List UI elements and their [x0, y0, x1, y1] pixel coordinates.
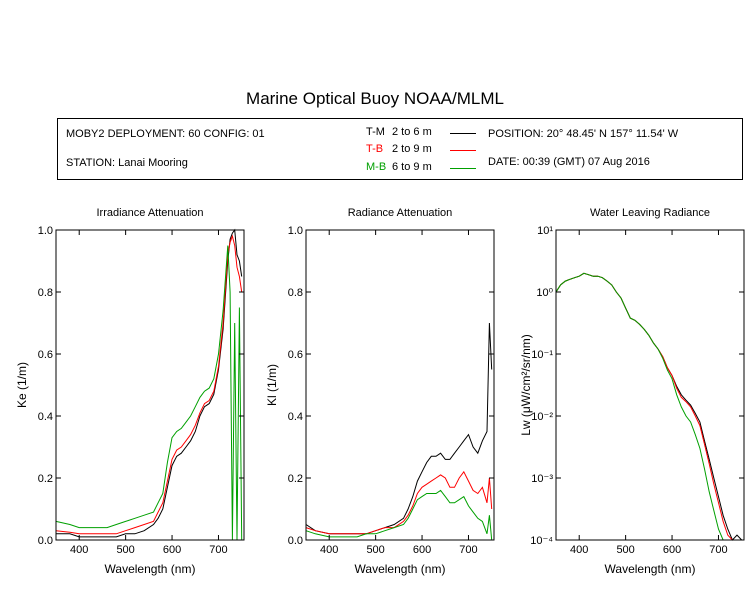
y-tick-label: 0.6	[38, 349, 53, 361]
x-tick-label: 500	[366, 544, 384, 556]
y-tick-label: 10¹	[537, 225, 553, 237]
series-line-m-b	[305, 489, 493, 541]
chart-title: Radiance Attenuation	[348, 207, 453, 219]
deployment-label: MOBY2 DEPLOYMENT: 60 CONFIG: 01	[66, 128, 265, 140]
y-tick-label: 0.4	[38, 411, 53, 423]
x-tick-label: 400	[70, 544, 88, 556]
legend-code-tb: T-B	[366, 143, 384, 155]
legend-range-tb: 2 to 9 m	[392, 143, 432, 155]
plot-frame	[55, 229, 245, 541]
legend-line-tb	[450, 150, 476, 151]
x-tick-label: 600	[663, 544, 681, 556]
x-tick-label: 700	[709, 544, 727, 556]
y-tick-label: 10⁻²	[531, 411, 553, 423]
series-line-t-b	[305, 470, 493, 535]
y-tick-label: 0.0	[288, 535, 303, 547]
x-tick-label: 400	[320, 544, 338, 556]
y-tick-label: 10⁰	[536, 287, 553, 299]
y-tick-label: 0.6	[288, 349, 303, 361]
y-axis-label: Lw (μW/cm²/sr/nm)	[519, 334, 533, 436]
legend-range-mb: 6 to 9 m	[392, 161, 432, 173]
y-tick-label: 0.2	[38, 473, 53, 485]
chart-title: Irradiance Attenuation	[96, 207, 203, 219]
x-tick-label: 500	[116, 544, 134, 556]
x-tick-label: 700	[209, 544, 227, 556]
legend-code-tm: T-M	[366, 126, 385, 138]
y-tick-label: 0.2	[288, 473, 303, 485]
y-axis-label: Ke (1/m)	[15, 362, 29, 408]
y-axis-label: Kl (1/m)	[265, 364, 279, 406]
y-tick-label: 1.0	[288, 225, 303, 237]
position-label: POSITION: 20° 48.45' N 157° 11.54' W	[488, 128, 679, 140]
series-line-t-b	[55, 234, 243, 535]
page-title: Marine Optical Buoy NOAA/MLML	[246, 89, 504, 108]
y-tick-label: 0.8	[288, 287, 303, 299]
x-tick-label: 600	[163, 544, 181, 556]
series-line-m-b	[555, 272, 742, 541]
y-tick-label: 0.0	[38, 535, 53, 547]
date-label: DATE: 00:39 (GMT) 07 Aug 2016	[488, 156, 650, 168]
y-tick-label: 0.8	[38, 287, 53, 299]
station-label: STATION: Lanai Mooring	[66, 157, 188, 169]
y-tick-label: 0.4	[288, 411, 303, 423]
y-tick-label: 10⁻⁴	[530, 535, 553, 547]
series-line-t-b	[555, 272, 742, 541]
y-tick-label: 10⁻¹	[531, 349, 553, 361]
info-box: MOBY2 DEPLOYMENT: 60 CONFIG: 01 STATION:…	[57, 118, 743, 180]
series-line-t-m	[56, 228, 243, 538]
series-line-t-m	[305, 322, 493, 535]
y-tick-label: 1.0	[38, 225, 53, 237]
legend-line-mb	[450, 168, 476, 169]
x-tick-label: 600	[413, 544, 431, 556]
x-tick-label: 400	[570, 544, 588, 556]
legend-range-tm: 2 to 6 m	[392, 126, 432, 138]
x-axis-label: Wavelength (nm)	[355, 562, 446, 576]
series-line-t-m	[555, 272, 743, 541]
x-axis-label: Wavelength (nm)	[605, 562, 696, 576]
series-line-m-b	[55, 245, 243, 541]
x-tick-label: 500	[616, 544, 634, 556]
legend-code-mb: M-B	[366, 161, 387, 173]
x-tick-label: 700	[459, 544, 477, 556]
chart-title: Water Leaving Radiance	[590, 207, 710, 219]
plot-frame	[555, 229, 745, 541]
x-axis-label: Wavelength (nm)	[105, 562, 196, 576]
y-tick-label: 10⁻³	[531, 473, 553, 485]
plot-frame	[305, 229, 495, 541]
legend-line-tm	[450, 133, 476, 134]
